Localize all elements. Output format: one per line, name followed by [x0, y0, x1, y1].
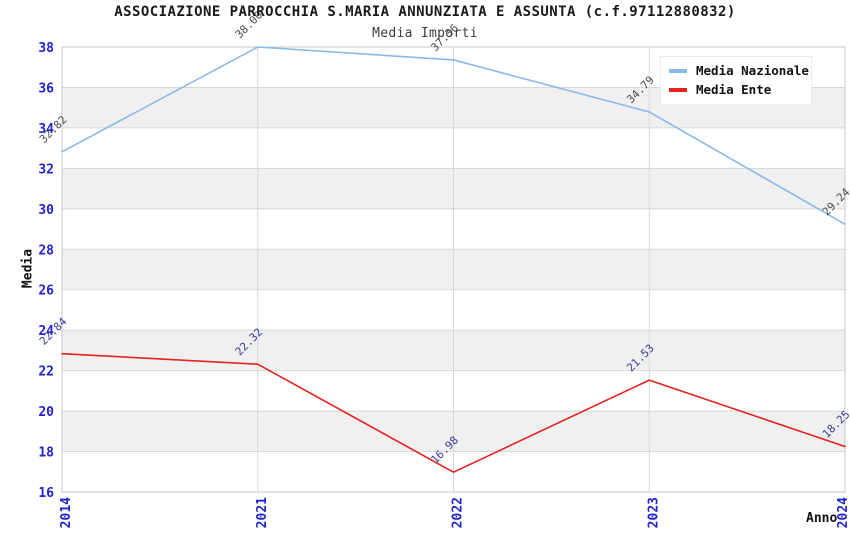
legend-label: Media Nazionale — [696, 63, 809, 78]
y-tick-label: 38 — [38, 41, 54, 56]
chart-subtitle: Media Importi — [372, 26, 478, 41]
x-tick-label: 2022 — [451, 497, 466, 528]
x-tick-label: 2024 — [836, 497, 850, 528]
y-tick-label: 22 — [38, 365, 54, 380]
x-tick-label: 2023 — [646, 497, 661, 528]
y-tick-label: 20 — [38, 405, 54, 420]
y-tick-label: 16 — [38, 486, 54, 501]
y-tick-label: 34 — [38, 122, 54, 137]
legend-line-swatch-blue — [669, 68, 687, 73]
y-tick-label: 26 — [38, 284, 54, 299]
x-axis-title: Anno — [806, 511, 838, 526]
y-tick-label: 18 — [38, 446, 54, 461]
legend-line-swatch-red — [669, 87, 687, 92]
chart-title: ASSOCIAZIONE PARROCCHIA S.MARIA ANNUNZIA… — [114, 4, 736, 20]
x-tick-label: 2021 — [255, 497, 270, 528]
legend-item-media-ente: Media Ente — [669, 80, 803, 99]
legend-item-media-nazionale: Media Nazionale — [669, 61, 809, 80]
series-line-media-nazionale — [61, 46, 846, 225]
y-tick-label: 24 — [38, 324, 54, 339]
series-line-media-ente — [61, 352, 846, 473]
y-tick-label: 28 — [38, 243, 54, 258]
y-axis-title: Media — [20, 248, 36, 289]
y-tick-label: 30 — [38, 203, 54, 218]
legend: Media Nazionale Media Ente — [660, 56, 812, 105]
y-tick-label: 36 — [38, 81, 54, 96]
x-tick-label: 2014 — [59, 497, 74, 528]
plot-frame — [61, 46, 846, 493]
y-tick-label: 32 — [38, 162, 54, 177]
legend-label: Media Ente — [696, 82, 772, 97]
